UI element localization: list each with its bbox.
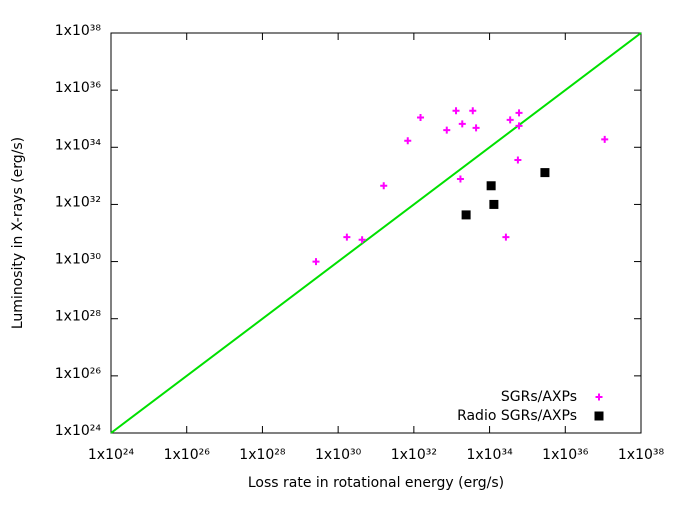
point: [469, 107, 477, 115]
point: [343, 233, 351, 241]
legend-marker: [595, 393, 603, 401]
x-tick-label: 1x10²⁸: [239, 447, 286, 463]
point: [514, 156, 522, 164]
x-tick-label: 1x10³⁸: [618, 447, 665, 463]
point: [489, 199, 499, 209]
y-tick-label: 1x10³⁸: [55, 23, 102, 39]
point: [515, 122, 523, 130]
x-axis-label: Loss rate in rotational energy (erg/s): [248, 475, 504, 491]
point: [443, 126, 451, 134]
y-tick-label: 1x10²⁴: [55, 423, 102, 439]
point: [456, 175, 464, 183]
x-tick-label: 1x10³⁴: [466, 447, 513, 463]
x-tick-label: 1x10³⁰: [315, 447, 362, 463]
y-tick-label: 1x10³⁴: [55, 137, 102, 153]
point: [452, 107, 460, 115]
y-tick-label: 1x10³⁰: [55, 252, 102, 268]
legend-marker: [594, 411, 604, 421]
legend-label: SGRs/AXPs: [501, 389, 577, 405]
y-tick-label: 1x10²⁸: [55, 309, 102, 325]
point: [458, 120, 466, 128]
x-tick-label: 1x10³⁶: [542, 447, 589, 463]
point: [358, 236, 366, 244]
x-tick-label: 1x10²⁴: [88, 447, 135, 463]
reference-line: [110, 32, 642, 434]
point: [601, 135, 609, 143]
y-axis-label: Luminosity in X-rays (erg/s): [10, 137, 26, 329]
y-tick-label: 1x10³⁶: [55, 80, 102, 96]
y-tick-label: 1x10²⁶: [55, 366, 102, 382]
x-tick-label: 1x10³²: [391, 447, 437, 463]
point: [502, 233, 510, 241]
point: [417, 114, 425, 122]
point: [461, 210, 471, 220]
point: [506, 116, 514, 124]
y-tick-label: 1x10³²: [55, 194, 101, 210]
point: [486, 181, 496, 191]
point: [540, 168, 550, 178]
point: [312, 258, 320, 266]
point: [515, 109, 523, 117]
point: [404, 137, 412, 145]
point: [380, 182, 388, 190]
x-tick-label: 1x10²⁶: [164, 447, 211, 463]
legend-label: Radio SGRs/AXPs: [457, 408, 577, 424]
point: [472, 124, 480, 132]
plot-frame: [110, 32, 642, 434]
